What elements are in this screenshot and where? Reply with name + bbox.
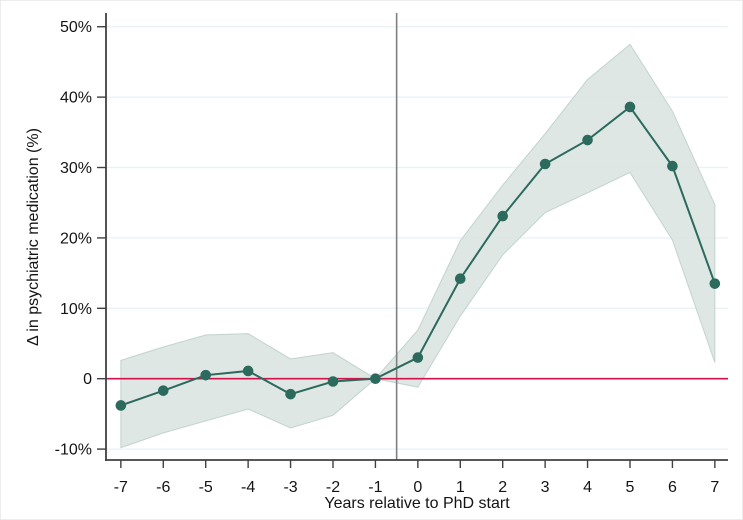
data-point [370, 373, 381, 384]
x-tick-label: 3 [541, 479, 550, 496]
data-point [412, 352, 424, 363]
data-point [667, 160, 678, 172]
data-point [454, 273, 466, 285]
x-tick-label: -7 [114, 479, 128, 496]
data-point [497, 210, 509, 222]
x-tick-label: -4 [241, 479, 255, 496]
data-point [709, 278, 721, 289]
data-point [285, 388, 296, 400]
x-tick-label: 6 [668, 479, 677, 496]
x-tick-label: -2 [326, 479, 340, 496]
x-tick-label: 4 [583, 479, 592, 496]
data-point [115, 400, 127, 411]
y-axis-title: Δ in psychiatric medication (%) [25, 128, 42, 346]
x-tick-label: -1 [368, 479, 382, 496]
data-point [327, 376, 339, 387]
y-tick-label: 40% [60, 90, 92, 107]
data-point [200, 369, 212, 381]
confidence-band [120, 43, 716, 449]
y-tick-label: 50% [60, 19, 92, 36]
data-point [582, 134, 593, 146]
data-point [157, 385, 169, 396]
data-point [539, 158, 551, 170]
x-tick-label: -3 [283, 479, 297, 496]
y-tick-label: 30% [60, 160, 92, 177]
x-tick-label: 5 [626, 479, 635, 496]
y-tick-label: 20% [60, 230, 92, 247]
x-tick-label: 7 [710, 479, 719, 496]
x-tick-label: 1 [456, 479, 465, 496]
data-point [242, 365, 254, 377]
y-tick-label: 10% [60, 301, 92, 318]
data-point [624, 101, 636, 113]
y-tick-label: 0 [83, 371, 92, 388]
y-tick-label: -10% [55, 442, 92, 459]
x-tick-label: -6 [156, 479, 170, 496]
x-axis-title: Years relative to PhD start [324, 495, 510, 512]
x-tick-label: 0 [413, 479, 422, 496]
x-tick-label: 2 [498, 479, 507, 496]
x-tick-label: -5 [199, 479, 213, 496]
